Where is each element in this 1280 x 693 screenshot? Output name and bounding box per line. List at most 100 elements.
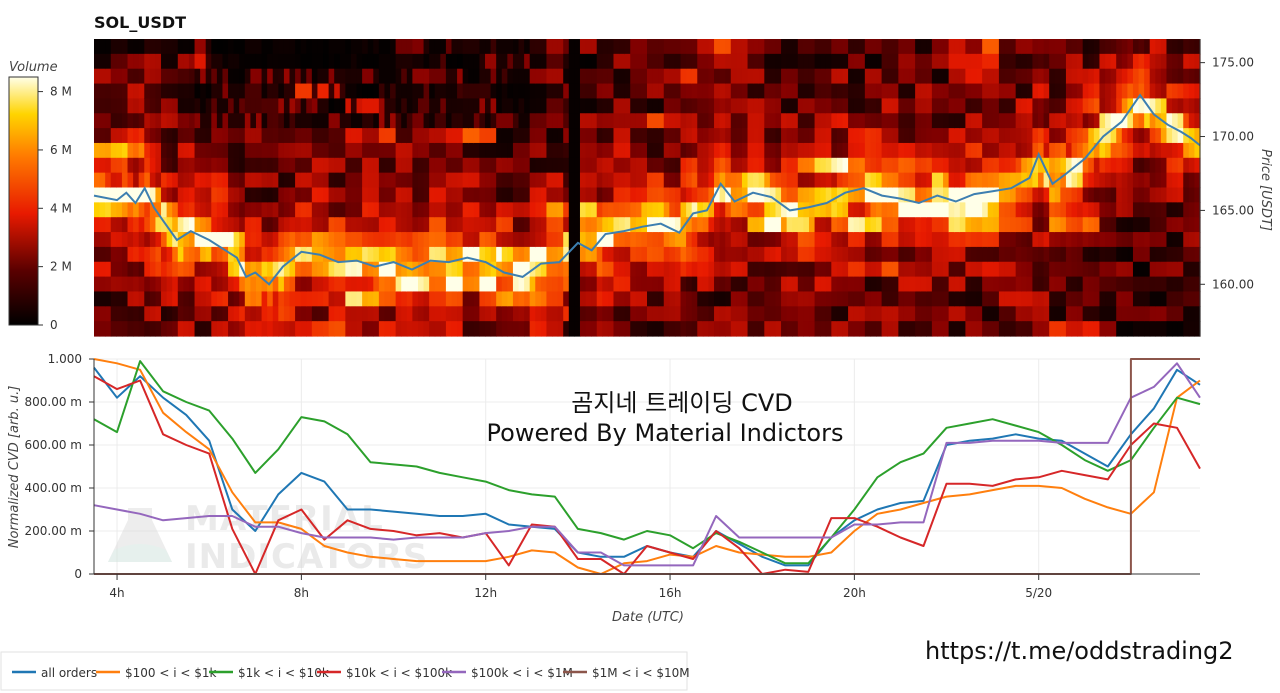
heatmap-cell (1110, 261, 1117, 278)
heatmap-cell (781, 187, 788, 203)
heatmap-cell (512, 232, 520, 248)
heatmap-cell (172, 321, 179, 337)
heatmap-cell (948, 53, 955, 70)
heatmap-cell (820, 172, 827, 189)
heatmap-cell (1172, 187, 1179, 203)
heatmap-cell (881, 98, 888, 114)
heatmap-cell (624, 68, 631, 85)
heatmap-cell (468, 113, 475, 129)
heatmap-cell (1082, 39, 1089, 55)
heatmap-cell (557, 306, 564, 322)
heatmap-cell (881, 172, 888, 189)
heatmap-cell (1082, 306, 1089, 322)
heatmap-cell (982, 113, 989, 129)
heatmap-cell (121, 306, 129, 322)
heatmap-cell (775, 39, 782, 55)
heatmap-cell (429, 276, 436, 293)
heatmap-cell (959, 217, 966, 233)
heatmap-cell (976, 261, 983, 278)
heatmap-cell (842, 276, 849, 293)
footer-url[interactable]: https://t.me/oddstrading2 (925, 637, 1234, 665)
heatmap-cell (909, 306, 916, 322)
heatmap-cell (764, 172, 771, 189)
heatmap-cell (976, 98, 983, 114)
heatmap-cell (401, 142, 408, 159)
heatmap-cell (903, 246, 911, 263)
heatmap-cell (99, 68, 106, 85)
heatmap-cell (429, 187, 436, 203)
heatmap-cell (998, 246, 1006, 263)
heatmap-cell (585, 261, 592, 278)
heatmap-cell (518, 128, 525, 144)
heatmap-cell (719, 157, 726, 174)
heatmap-cell (982, 246, 989, 263)
heatmap-cell (183, 261, 190, 278)
heatmap-cell (909, 113, 916, 129)
heatmap-cell (663, 83, 670, 99)
legend-item-label[interactable]: $1M < i < $10M (592, 666, 690, 680)
heatmap-cell (1038, 142, 1045, 159)
heatmap-cell (814, 261, 821, 278)
legend-item-label[interactable]: $100 < i < $1k (125, 666, 217, 680)
heatmap-cell (138, 306, 145, 322)
heatmap-cell (836, 276, 844, 293)
heatmap-cell (563, 53, 570, 70)
heatmap-cell (1004, 142, 1011, 159)
heatmap-cell (1138, 83, 1145, 99)
heatmap-cell (1166, 53, 1173, 70)
heatmap-cell (501, 202, 508, 218)
heatmap-cell (602, 142, 609, 159)
heatmap-cell (485, 157, 492, 174)
heatmap-cell (982, 128, 989, 144)
heatmap-cell (535, 68, 542, 85)
heatmap-cell (395, 83, 402, 99)
heatmap-cell (267, 142, 274, 159)
heatmap-cell (954, 98, 961, 114)
heatmap-cell (630, 83, 637, 99)
heatmap-cell (987, 291, 994, 307)
heatmap-cell (278, 306, 285, 322)
heatmap-cell (138, 68, 145, 85)
heatmap-cell (915, 187, 922, 203)
heatmap-cell (1082, 276, 1089, 293)
heatmap-cell (758, 217, 765, 233)
heatmap-cell (943, 276, 950, 293)
heatmap-cell (323, 276, 330, 293)
heatmap-cell (764, 113, 771, 129)
heatmap-cell (808, 261, 816, 278)
heatmap-cell (300, 157, 307, 174)
heatmap-cell (183, 68, 190, 85)
heatmap-cell (255, 187, 263, 203)
heatmap-cell (244, 39, 252, 55)
heatmap-cell (406, 53, 413, 70)
heatmap-cell (529, 83, 536, 99)
legend-item-label[interactable]: all orders (41, 666, 97, 680)
heatmap-cell (496, 321, 503, 337)
heatmap-cell (356, 321, 363, 337)
heatmap-cell (144, 232, 151, 248)
heatmap-cell (920, 39, 927, 55)
heatmap-cell (367, 98, 374, 114)
legend-item-label[interactable]: $100k < i < $1M (471, 666, 573, 680)
heatmap-cell (462, 291, 469, 307)
legend-item-label[interactable]: $10k < i < $100k (346, 666, 452, 680)
heatmap-cell (445, 246, 453, 263)
heatmap-cell (205, 142, 212, 159)
heatmap-cell (417, 261, 425, 278)
heatmap-cell (1010, 261, 1017, 278)
heatmap-cell (328, 276, 335, 293)
heatmap-cell (412, 142, 419, 159)
heatmap-cell (903, 83, 911, 99)
heatmap-cell (1038, 306, 1045, 322)
heatmap-cell (300, 128, 307, 144)
heatmap-cell (965, 321, 972, 337)
heatmap-cell (334, 246, 341, 263)
heatmap-cell (540, 187, 548, 203)
heatmap-cell (557, 128, 564, 144)
legend-item-label[interactable]: $1k < i < $10k (238, 666, 329, 680)
heatmap-cell (1049, 113, 1056, 129)
heatmap-cell (926, 113, 933, 129)
heatmap-cell (903, 172, 911, 189)
heatmap-cell (1160, 276, 1168, 293)
heatmap-cell (714, 246, 721, 263)
